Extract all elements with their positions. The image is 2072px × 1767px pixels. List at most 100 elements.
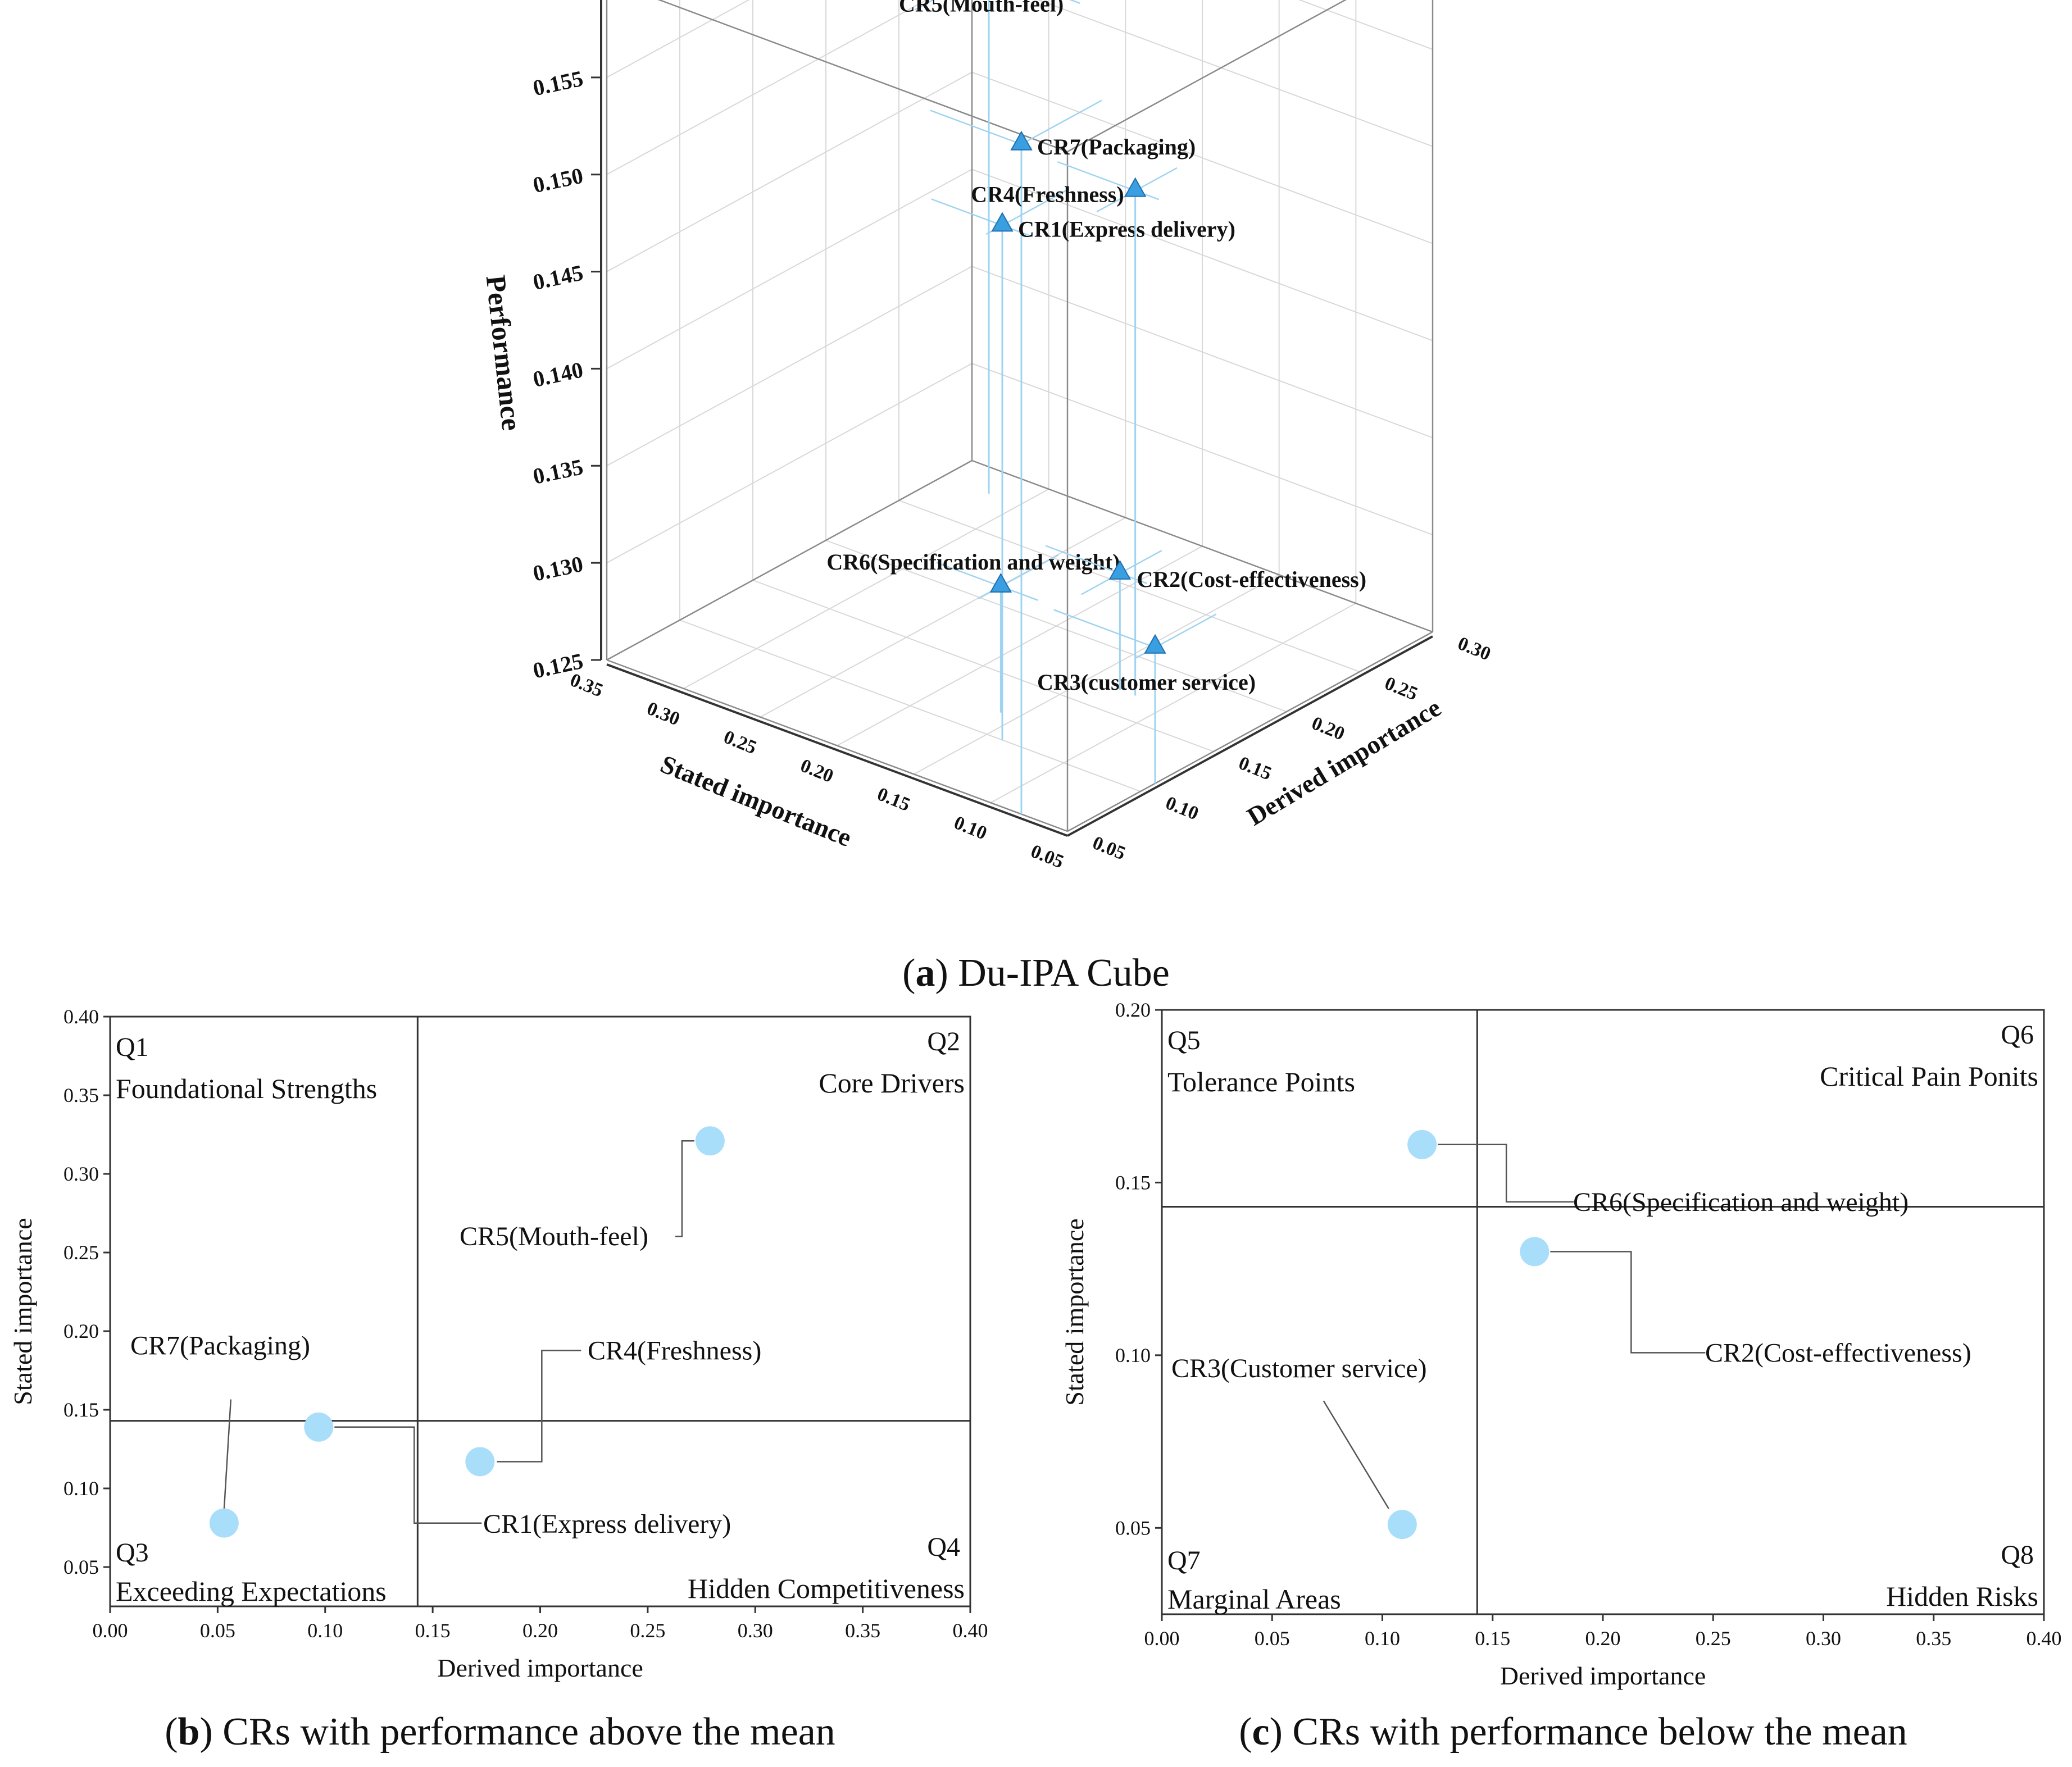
quadrant-name: Exceeding Expectations — [116, 1575, 387, 1607]
y-tick-label: 0.10 — [63, 1477, 99, 1500]
panel-caption: (c) CRs with performance below the mean — [1239, 1710, 1907, 1754]
data-point-label: CR4(Freshness) — [971, 182, 1124, 207]
y-axis-line — [1067, 635, 1433, 837]
point-crosshair — [914, 0, 934, 11]
data-point-label: CR3(Customer service) — [1171, 1354, 1427, 1383]
data-point-bubble — [1407, 1130, 1437, 1159]
data-point-bubble — [695, 1126, 725, 1156]
data-point-marker — [1124, 177, 1147, 197]
data-point-bubble — [1387, 1510, 1417, 1540]
x-tick-label: 0.15 — [1475, 1627, 1510, 1650]
data-point-label: CR2(Cost-effectiveness) — [1137, 567, 1366, 592]
x-tick-label: 0.40 — [953, 1619, 988, 1642]
y-tick-label: 0.30 — [63, 1163, 99, 1185]
x-axis-line — [606, 663, 1068, 837]
x-floor-gridline — [837, 545, 1203, 746]
y-floor-gridline — [679, 620, 1141, 792]
above-mean-quadrant-chart: 0.00 0.05 0.10 0.15 0.20 0.25 0.30 0.35 0.40 0.05… — [8, 1005, 988, 1754]
x-floor-gridline — [683, 488, 1049, 689]
data-point-label: CR1(Express delivery) — [483, 1509, 731, 1539]
quadrant-name: Marginal Areas — [1167, 1583, 1341, 1615]
x-tick-label: 0.10 — [1365, 1627, 1400, 1650]
leader-line — [223, 1399, 232, 1510]
point-crosshair — [936, 562, 1038, 601]
data-point-marker — [989, 573, 1012, 593]
x-floor-gridline — [914, 574, 1280, 775]
quadrant-code: Q6 — [2001, 1020, 2034, 1050]
x-tick-label: 0.05 — [200, 1619, 235, 1642]
leader-line — [1438, 1144, 1574, 1203]
x-tick-label: 0.00 — [93, 1619, 128, 1642]
y-tick-label: 0.20 — [63, 1320, 99, 1342]
quadrant-code: Q4 — [927, 1532, 960, 1562]
y-axis-title: Stated importance — [1060, 1218, 1089, 1405]
quadrant-name: Foundational Strengths — [116, 1073, 377, 1104]
x-tick-label: 0.20 — [1585, 1627, 1621, 1650]
leader-line — [334, 1426, 482, 1524]
x-tick-label: 0.30 — [1806, 1627, 1841, 1650]
data-point-label: CR4(Freshness) — [588, 1336, 761, 1365]
data-point-marker — [1108, 559, 1132, 580]
y-tick-label: 0.35 — [63, 1084, 99, 1106]
y-floor-gridline — [825, 540, 1287, 712]
data-point-bubble — [1520, 1237, 1550, 1267]
x-floor-gridline — [990, 603, 1356, 804]
point-crosshair — [1021, 99, 1102, 145]
y-tick-label: 0.40 — [63, 1005, 99, 1028]
y-tick-label: 0.05 — [1115, 1516, 1151, 1539]
cube-edge — [657, 0, 1068, 153]
x-axis-title: Derived importance — [437, 1654, 643, 1682]
x-tick-label: 0.40 — [2026, 1627, 2062, 1650]
cube-edge — [606, 659, 1068, 832]
data-point-label: CR7(Packaging) — [130, 1331, 310, 1361]
panel-a-caption: (a) Du-IPA Cube — [902, 951, 1170, 995]
data-point-bubble — [304, 1412, 334, 1442]
x-axis-title: Derived importance — [1500, 1661, 1706, 1690]
data-point-label: CR6(Specification and weight) — [826, 549, 1120, 575]
y-tick-label: 0.15 — [1115, 1171, 1151, 1194]
y-tick-label: 0.25 — [63, 1241, 99, 1264]
data-point-label: CR5(Mouth-feel) — [460, 1222, 648, 1251]
point-crosshair — [930, 110, 1032, 149]
y-tick-label: 0.15 — [63, 1399, 99, 1421]
data-point-marker — [1144, 634, 1166, 654]
quadrant-code: Q1 — [116, 1032, 149, 1062]
y-tick-label: 0.20 — [1115, 999, 1151, 1021]
data-point-label: CR1(Express delivery) — [1018, 216, 1235, 242]
leader-line — [675, 1140, 694, 1237]
cube-edge — [1067, 0, 1347, 153]
leader-line — [497, 1350, 581, 1463]
point-crosshair — [1045, 545, 1147, 584]
quadrant-code: Q8 — [2001, 1540, 2034, 1570]
y-floor-gridline — [752, 580, 1214, 752]
x-tick-label: 0.10 — [307, 1619, 343, 1642]
leader-line — [1550, 1251, 1706, 1354]
leader-line — [1323, 1400, 1389, 1509]
x-tick-label: 0.05 — [1255, 1627, 1290, 1650]
panel-caption: (b) CRs with performance above the mean — [165, 1710, 835, 1754]
du-ipa-cube-chart: 0.1250.1300.1350.1400.1450.1500.1550.160… — [480, 0, 1493, 995]
x-tick-label: 0.25 — [630, 1619, 665, 1642]
quadrant-name: Critical Pain Ponits — [1820, 1060, 2038, 1092]
point-crosshair — [1053, 609, 1156, 648]
quadrant-name: Hidden Competitiveness — [688, 1573, 965, 1604]
y-floor-gridline — [898, 500, 1360, 672]
quadrant-code: Q5 — [1167, 1026, 1201, 1055]
quadrant-code: Q7 — [1167, 1546, 1201, 1575]
data-point-bubble — [465, 1447, 495, 1477]
x-tick-label: 0.15 — [415, 1619, 451, 1642]
x-floor-gridline — [760, 517, 1126, 718]
data-point-label: CR7(Packaging) — [1037, 134, 1196, 160]
data-point-marker — [991, 212, 1014, 232]
point-crosshair — [931, 198, 1033, 238]
x-tick-label: 0.00 — [1144, 1627, 1180, 1650]
data-point-label: CR5(Mouth-feel) — [899, 0, 1064, 16]
z-gridline — [606, 0, 1433, 78]
x-tick-label: 0.20 — [522, 1619, 558, 1642]
x-tick-label: 0.35 — [845, 1619, 880, 1642]
y-tick-label: 0.10 — [1115, 1344, 1151, 1367]
x-tick-label: 0.25 — [1696, 1627, 1731, 1650]
data-point-label: CR2(Cost-effectiveness) — [1705, 1338, 1971, 1368]
quadrant-name: Core Drivers — [819, 1067, 965, 1099]
